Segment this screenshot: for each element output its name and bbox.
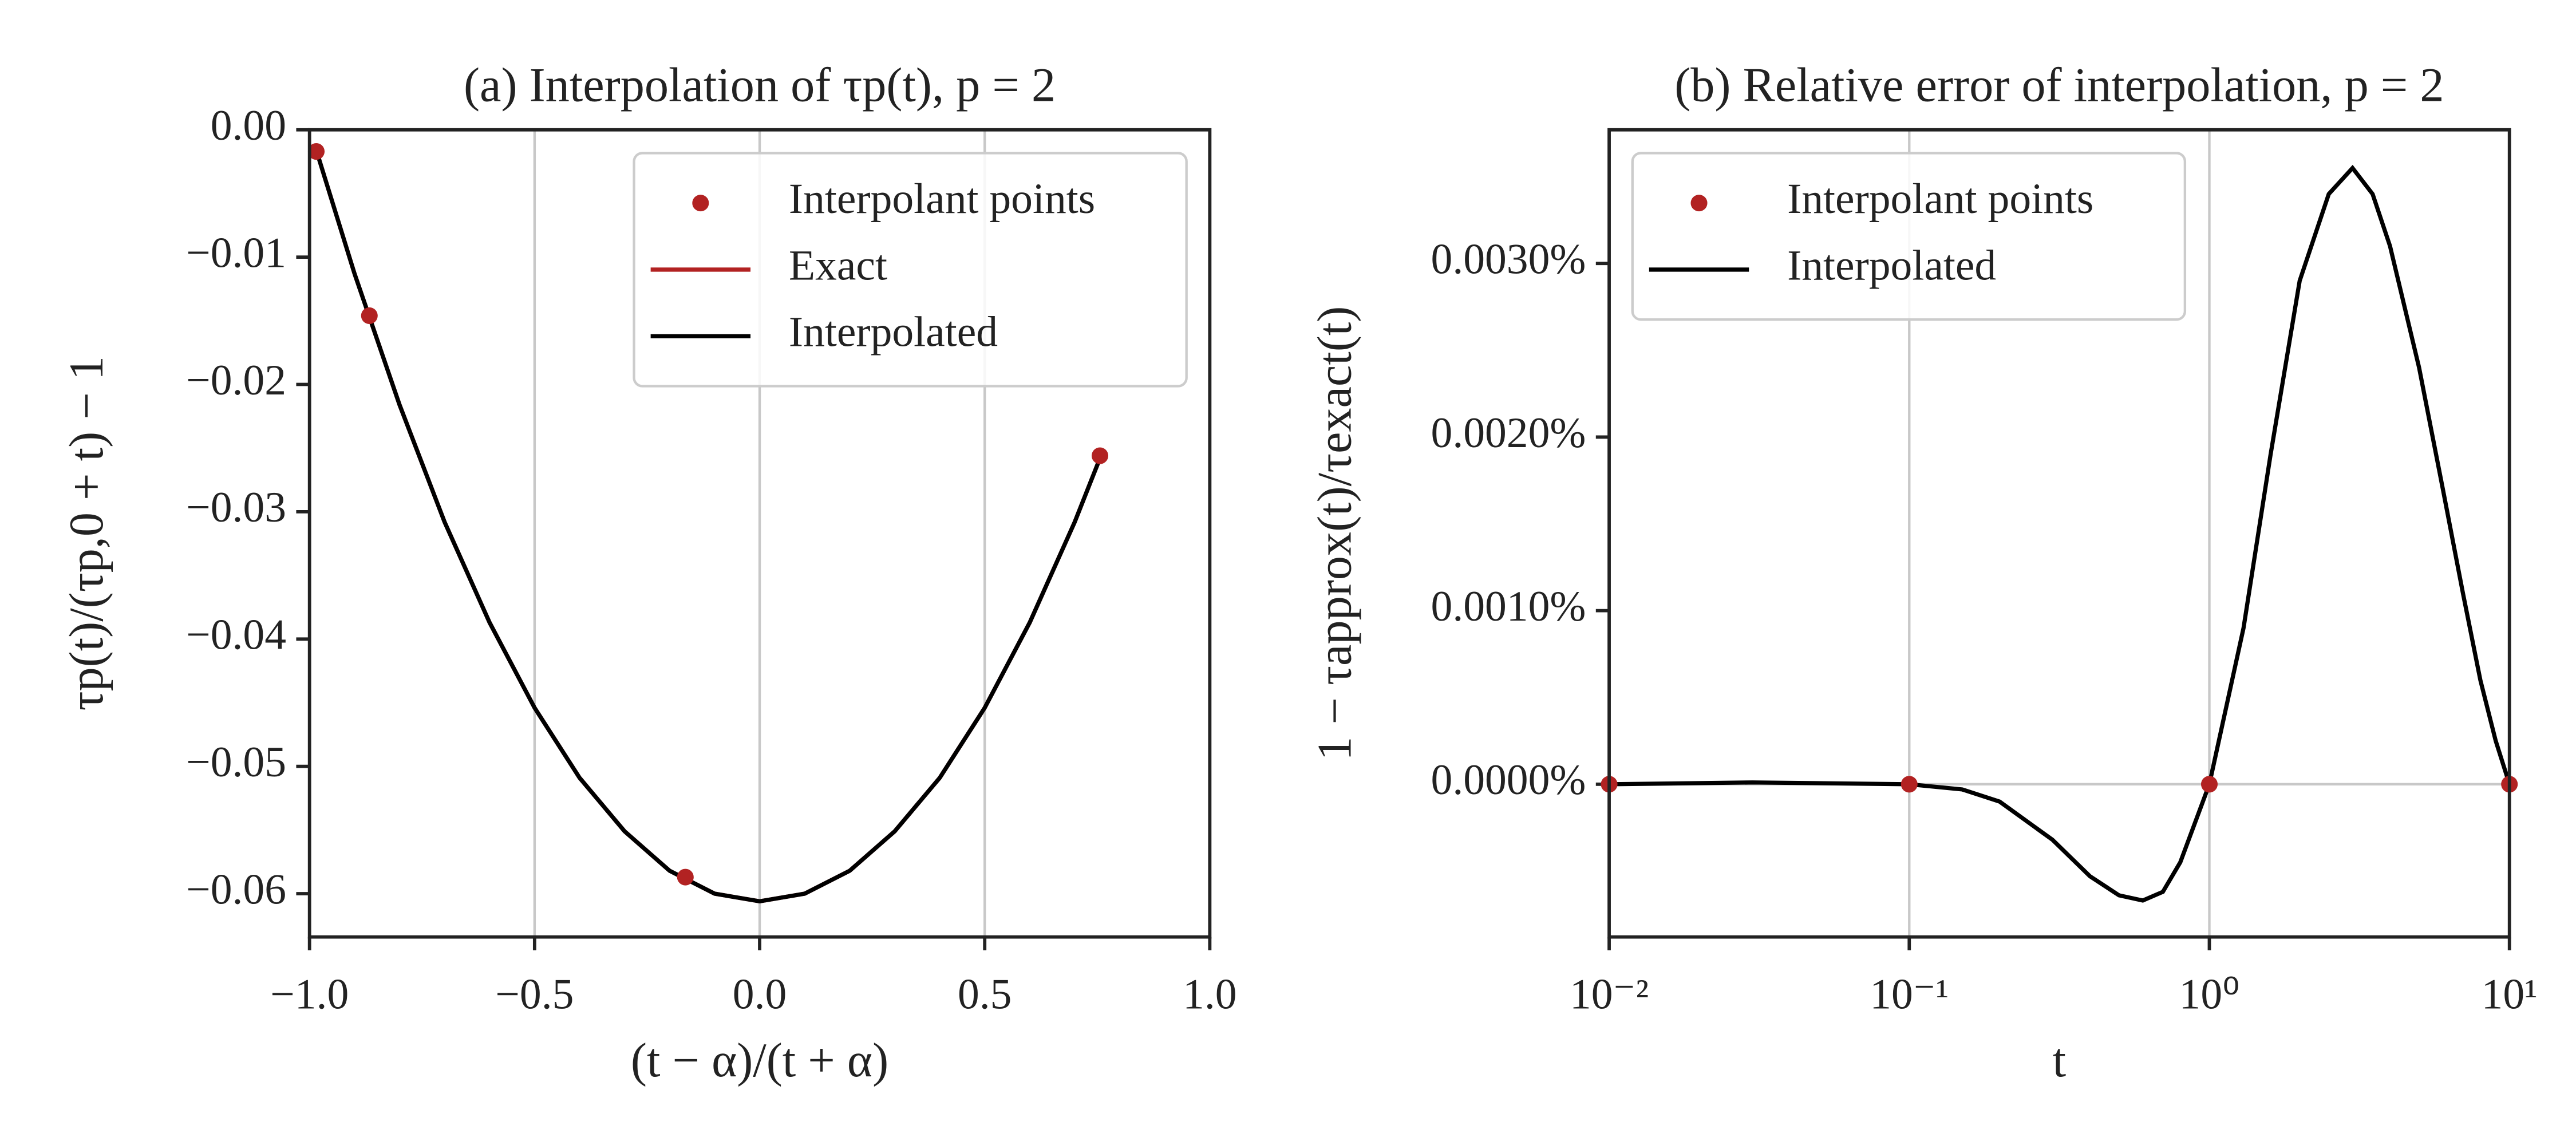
point — [1901, 776, 1918, 793]
legend-box — [1631, 152, 2187, 321]
line — [1609, 164, 2512, 903]
y-tick-label: −0.03 — [186, 484, 286, 531]
x-tick-label: 10¹ — [2482, 971, 2538, 1018]
y-tick-label: −0.06 — [186, 866, 286, 913]
legend-label: Interpolated — [1787, 242, 1996, 289]
x-axis-label: t — [2053, 1034, 2066, 1087]
x-tick-label: −1.0 — [270, 971, 349, 1018]
legend-box — [633, 152, 1188, 388]
x-tick-label: 0.5 — [958, 971, 1012, 1018]
y-tick-label: −0.05 — [186, 739, 286, 786]
legend-marker — [1690, 195, 1708, 212]
axes-frame — [1607, 128, 2511, 939]
y-tick-label: −0.02 — [186, 357, 286, 404]
point — [2200, 776, 2218, 793]
y-tick-label: 0.0020% — [1431, 409, 1586, 457]
legend-label: Interpolant points — [789, 175, 1095, 223]
x-tick-label: 10⁻² — [1570, 971, 1649, 1018]
point — [361, 307, 378, 324]
legend-label: Exact — [789, 242, 887, 289]
x-tick-label: −0.5 — [495, 971, 574, 1018]
x-axis-label: (t − α)/(t + α) — [631, 1034, 888, 1087]
chart-title: (b) Relative error of interpolation, p =… — [1674, 58, 2444, 112]
point — [1091, 447, 1109, 464]
legend: Interpolant points Interpolated — [1631, 152, 2187, 321]
plot: −1.0 −0.5 0.0 0.5 1.0 0.00 −0.01 −0.02 −0.03 −0.0… — [60, 58, 1236, 1087]
y-axis-label: τp(t)/(τp,0 + t) − 1 — [60, 356, 113, 710]
plot: 10⁻² 10⁻¹ 10⁰ 10¹ 0.0000% 0.0010% 0.0020% 0.003… — [1308, 58, 2537, 1087]
legend-label: Interpolated — [789, 309, 998, 356]
axes-frame — [307, 128, 1212, 939]
y-tick-label: 0.00 — [211, 102, 286, 149]
y-tick-label: 0.0030% — [1431, 236, 1586, 283]
x-tick-label: 1.0 — [1183, 971, 1236, 1018]
chart-title: (a) Interpolation of τp(t), p = 2 — [464, 58, 1056, 112]
point — [307, 143, 325, 160]
point — [677, 868, 694, 886]
y-tick-label: −0.04 — [186, 611, 286, 659]
legend: Interpolant points Exact Interpolated — [633, 152, 1188, 388]
y-axis-label: 1 − τapprox(t)/τexact(t) — [1308, 306, 1361, 761]
y-tick-label: 0.0000% — [1431, 756, 1586, 804]
legend-label: Interpolant points — [1787, 175, 2093, 223]
x-tick-label: 0.0 — [733, 971, 787, 1018]
x-tick-label: 10⁻¹ — [1870, 971, 1949, 1018]
x-tick-label: 10⁰ — [2179, 971, 2240, 1018]
legend-marker — [692, 195, 709, 212]
y-tick-label: 0.0010% — [1431, 583, 1586, 630]
y-tick-label: −0.01 — [186, 229, 286, 277]
line — [314, 149, 1102, 904]
